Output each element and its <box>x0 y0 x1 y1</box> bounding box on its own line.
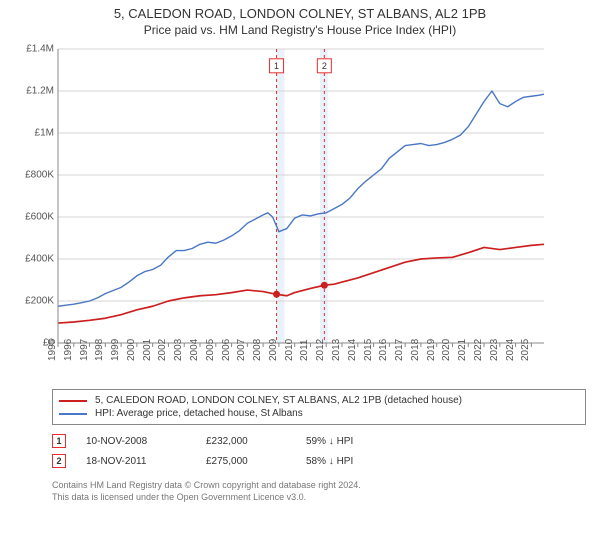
legend-label: 5, CALEDON ROAD, LONDON COLNEY, ST ALBAN… <box>95 395 462 406</box>
x-tick-label: 1999 <box>110 339 121 361</box>
x-tick-label: 2010 <box>284 339 295 361</box>
marker-badge: 1 <box>52 434 66 448</box>
x-tick-label: 2005 <box>205 339 216 361</box>
x-tick-label: 2015 <box>362 339 373 361</box>
y-tick-label: £1.2M <box>26 86 54 97</box>
x-tick-label: 2022 <box>473 339 484 361</box>
x-tick-label: 1996 <box>63 339 74 361</box>
x-tick-label: 2004 <box>189 339 200 361</box>
marker-row: 1 10-NOV-2008 £232,000 59% ↓ HPI <box>52 431 586 451</box>
x-tick-label: 2019 <box>426 339 437 361</box>
marker-pct: 59% ↓ HPI <box>306 436 406 447</box>
x-tick-label: 2016 <box>378 339 389 361</box>
marker-price: £232,000 <box>206 436 286 447</box>
marker-badge: 2 <box>52 454 66 468</box>
x-tick-label: 2007 <box>236 339 247 361</box>
x-tick-label: 1997 <box>78 339 89 361</box>
x-tick-label: 2017 <box>394 339 405 361</box>
legend-item: 5, CALEDON ROAD, LONDON COLNEY, ST ALBAN… <box>59 394 579 407</box>
x-tick-label: 2008 <box>252 339 263 361</box>
footer-line1: Contains HM Land Registry data © Crown c… <box>52 479 586 491</box>
legend: 5, CALEDON ROAD, LONDON COLNEY, ST ALBAN… <box>52 389 586 425</box>
x-tick-label: 2000 <box>126 339 137 361</box>
x-tick-label: 2001 <box>142 339 153 361</box>
y-tick-label: £600K <box>25 212 54 223</box>
y-tick-label: £1.4M <box>26 44 54 55</box>
footer-line2: This data is licensed under the Open Gov… <box>52 491 586 503</box>
y-tick-label: £400K <box>25 254 54 265</box>
x-tick-label: 2011 <box>300 339 311 361</box>
svg-text:1: 1 <box>274 61 279 71</box>
x-tick-label: 2012 <box>315 339 326 361</box>
x-tick-label: 2021 <box>457 339 468 361</box>
x-tick-label: 2002 <box>157 339 168 361</box>
marker-date: 18-NOV-2011 <box>86 456 186 467</box>
y-tick-label: £800K <box>25 170 54 181</box>
marker-row: 2 18-NOV-2011 £275,000 58% ↓ HPI <box>52 451 586 471</box>
x-tick-label: 2006 <box>220 339 231 361</box>
chart-area: 12 £0£200K£400K£600K£800K£1M£1.2M£1.4M19… <box>10 43 590 353</box>
x-tick-label: 2018 <box>410 339 421 361</box>
legend-label: HPI: Average price, detached house, St A… <box>95 408 303 419</box>
x-tick-label: 2003 <box>173 339 184 361</box>
x-tick-label: 1998 <box>94 339 105 361</box>
footer-notice: Contains HM Land Registry data © Crown c… <box>52 479 586 503</box>
x-tick-label: 1995 <box>47 339 58 361</box>
chart-svg: 12 <box>10 43 546 353</box>
legend-swatch <box>59 400 87 402</box>
svg-text:2: 2 <box>322 61 327 71</box>
x-tick-label: 2023 <box>489 339 500 361</box>
x-tick-label: 2024 <box>504 339 515 361</box>
x-tick-label: 2025 <box>520 339 531 361</box>
legend-swatch <box>59 413 87 415</box>
figure-container: 5, CALEDON ROAD, LONDON COLNEY, ST ALBAN… <box>0 0 600 511</box>
title-block: 5, CALEDON ROAD, LONDON COLNEY, ST ALBAN… <box>10 6 590 37</box>
marker-table: 1 10-NOV-2008 £232,000 59% ↓ HPI 2 18-NOV-201… <box>52 431 586 471</box>
legend-item: HPI: Average price, detached house, St A… <box>59 407 579 420</box>
marker-pct: 58% ↓ HPI <box>306 456 406 467</box>
y-tick-label: £200K <box>25 296 54 307</box>
marker-date: 10-NOV-2008 <box>86 436 186 447</box>
x-tick-label: 2013 <box>331 339 342 361</box>
y-tick-label: £1M <box>35 128 54 139</box>
x-tick-label: 2009 <box>268 339 279 361</box>
title-sub: Price paid vs. HM Land Registry's House … <box>10 23 590 37</box>
title-main: 5, CALEDON ROAD, LONDON COLNEY, ST ALBAN… <box>10 6 590 21</box>
x-tick-label: 2014 <box>347 339 358 361</box>
marker-price: £275,000 <box>206 456 286 467</box>
x-tick-label: 2020 <box>441 339 452 361</box>
